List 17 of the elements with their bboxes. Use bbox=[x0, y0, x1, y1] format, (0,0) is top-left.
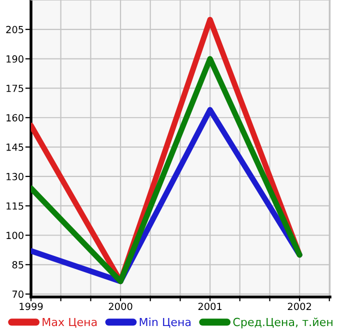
x-tick-label: 1999 bbox=[20, 302, 43, 310]
y-tick-label: 190 bbox=[6, 55, 24, 63]
y-tick-label: 70 bbox=[12, 290, 24, 298]
x-tick-label: 2001 bbox=[198, 302, 222, 310]
legend-label: Сред.Цена, т.йен bbox=[233, 318, 332, 328]
y-tick-label: 175 bbox=[6, 84, 24, 92]
y-tick-label: 145 bbox=[6, 144, 24, 151]
x-tick-label: 2000 bbox=[108, 302, 132, 310]
y-tick-label: 205 bbox=[6, 26, 24, 34]
y-tick-label: 160 bbox=[6, 114, 24, 122]
legend-label: Min Цена bbox=[140, 318, 191, 328]
y-tick-label: 100 bbox=[6, 232, 24, 240]
legend-label: Max Цена bbox=[42, 318, 97, 328]
x-tick-label: 2002 bbox=[288, 302, 311, 310]
y-tick-label: 130 bbox=[6, 172, 24, 180]
y-tick-label: 115 bbox=[6, 202, 24, 210]
y-tick-label: 85 bbox=[12, 261, 24, 268]
